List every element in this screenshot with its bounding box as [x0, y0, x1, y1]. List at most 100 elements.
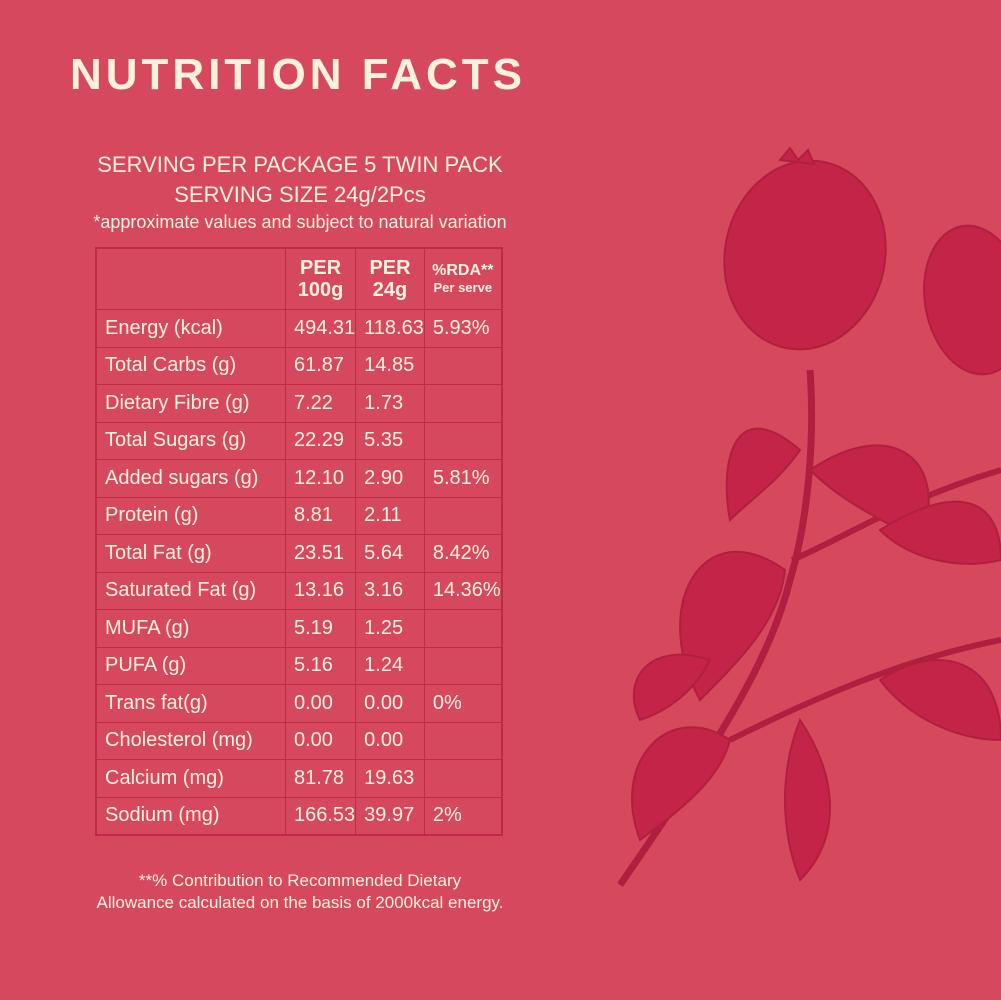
value-rda: 5.93%	[423, 309, 503, 348]
value-per-24g: 0.00	[355, 684, 425, 723]
value-per-24g: 19.63	[355, 759, 425, 798]
footnote-line2: Allowance calculated on the basis of 200…	[96, 893, 504, 912]
nutrient-name: Total Sugars (g)	[95, 421, 286, 460]
nutrient-name: Total Carbs (g)	[95, 346, 286, 385]
table-row: MUFA (g) 5.19 1.25	[95, 609, 503, 648]
nutrient-name: Sodium (mg)	[95, 796, 286, 836]
nutrient-name: Total Fat (g)	[95, 534, 286, 573]
header-rda-line1: %RDA**	[432, 262, 494, 279]
footnote: **% Contribution to Recommended Dietary …	[40, 870, 560, 914]
nutrient-name: Protein (g)	[95, 496, 286, 535]
footnote-line1: **% Contribution to Recommended Dietary	[138, 871, 462, 890]
value-per-100g: 22.29	[284, 421, 357, 460]
header-per-100g-line1: PER	[300, 257, 342, 279]
value-per-100g: 13.16	[284, 571, 357, 610]
value-per-24g: 1.24	[355, 646, 425, 685]
value-per-100g: 0.00	[284, 684, 357, 723]
large-berry	[723, 159, 887, 351]
nutrition-rows: Energy (kcal) 494.31 118.63 5.93% Total Carb…	[95, 309, 503, 836]
value-rda: 5.81%	[423, 459, 503, 498]
value-rda	[423, 421, 503, 460]
nutrient-name: Added sugars (g)	[95, 459, 286, 498]
serving-size: SERVING SIZE 24g/2Pcs	[174, 182, 426, 207]
approximate-values-note: *approximate values and subject to natur…	[93, 212, 507, 232]
table-row: Added sugars (g) 12.10 2.90 5.81%	[95, 459, 503, 498]
value-rda	[423, 346, 503, 385]
table-row: Total Carbs (g) 61.87 14.85	[95, 346, 503, 385]
servings-per-package: SERVING PER PACKAGE 5 TWIN PACK	[97, 152, 503, 177]
value-per-24g: 118.63	[355, 309, 425, 348]
header-per-100g: PER 100g	[284, 247, 357, 310]
value-rda	[423, 721, 503, 760]
value-per-100g: 7.22	[284, 384, 357, 423]
table-row: Energy (kcal) 494.31 118.63 5.93%	[95, 309, 503, 348]
value-per-100g: 5.16	[284, 646, 357, 685]
header-rda: %RDA** Per serve	[423, 247, 503, 310]
value-per-100g: 8.81	[284, 496, 357, 535]
nutrient-name: Saturated Fat (g)	[95, 571, 286, 610]
table-row: Protein (g) 8.81 2.11	[95, 496, 503, 535]
nutrient-name: Energy (kcal)	[95, 309, 286, 348]
header-per-24g: PER 24g	[355, 247, 425, 310]
table-row: Trans fat(g) 0.00 0.00 0%	[95, 684, 503, 723]
value-per-24g: 3.16	[355, 571, 425, 610]
leaf-far-left	[632, 653, 712, 722]
leaf-left-upper	[725, 427, 802, 523]
value-rda	[423, 496, 503, 535]
value-per-100g: 494.31	[284, 309, 357, 348]
nutrient-name: Cholesterol (mg)	[95, 721, 286, 760]
value-per-24g: 5.64	[355, 534, 425, 573]
header-per-24g-line2: 24g	[372, 279, 408, 301]
value-per-100g: 166.53	[284, 796, 357, 836]
small-berry	[923, 224, 1001, 376]
header-per-24g-line1: PER	[369, 257, 411, 279]
value-rda: 2%	[423, 796, 503, 836]
berry-branch-illustration	[617, 146, 1001, 887]
value-per-24g: 39.97	[355, 796, 425, 836]
value-rda: 0%	[423, 684, 503, 723]
table-row: Sodium (mg) 166.53 39.97 2%	[95, 796, 503, 836]
value-per-24g: 2.90	[355, 459, 425, 498]
table-row: Dietary Fibre (g) 7.22 1.73	[95, 384, 503, 423]
value-per-24g: 5.35	[355, 421, 425, 460]
table-row: Calcium (mg) 81.78 19.63	[95, 759, 503, 798]
value-per-24g: 14.85	[355, 346, 425, 385]
value-rda	[423, 609, 503, 648]
branch-lower-stem	[728, 637, 1001, 743]
value-per-100g: 61.87	[284, 346, 357, 385]
value-rda	[423, 646, 503, 685]
nutrition-table: PER 100g PER 24g %RDA** Per serve Energy…	[95, 247, 503, 836]
nutrient-name: Dietary Fibre (g)	[95, 384, 286, 423]
value-per-100g: 81.78	[284, 759, 357, 798]
value-per-100g: 12.10	[284, 459, 357, 498]
table-row: Saturated Fat (g) 13.16 3.16 14.36%	[95, 571, 503, 610]
leaf-bottom-left	[631, 726, 732, 842]
value-rda: 14.36%	[423, 571, 503, 610]
header-per-100g-line2: 100g	[297, 279, 344, 301]
leaf-bottom-mid	[784, 717, 831, 882]
table-row: PUFA (g) 5.16 1.24	[95, 646, 503, 685]
value-per-100g: 23.51	[284, 534, 357, 573]
value-per-100g: 5.19	[284, 609, 357, 648]
header-nutrient	[95, 247, 286, 310]
nutrient-name: PUFA (g)	[95, 646, 286, 685]
table-row: Cholesterol (mg) 0.00 0.00	[95, 721, 503, 760]
header-rda-line2: Per serve	[433, 280, 493, 295]
value-per-24g: 1.25	[355, 609, 425, 648]
table-row: Total Fat (g) 23.51 5.64 8.42%	[95, 534, 503, 573]
nutrient-name: Trans fat(g)	[95, 684, 286, 723]
branch-side-stem	[790, 467, 1001, 563]
nutrient-name: MUFA (g)	[95, 609, 286, 648]
value-per-24g: 2.11	[355, 496, 425, 535]
table-row: Total Sugars (g) 22.29 5.35	[95, 421, 503, 460]
value-rda: 8.42%	[423, 534, 503, 573]
nutrient-name: Calcium (mg)	[95, 759, 286, 798]
value-per-24g: 1.73	[355, 384, 425, 423]
leaf-bottom-right	[878, 659, 1001, 742]
value-rda	[423, 759, 503, 798]
page-title: NUTRITION FACTS	[70, 50, 526, 99]
value-per-100g: 0.00	[284, 721, 357, 760]
value-per-24g: 0.00	[355, 721, 425, 760]
value-rda	[423, 384, 503, 423]
berry-crown	[778, 146, 816, 166]
